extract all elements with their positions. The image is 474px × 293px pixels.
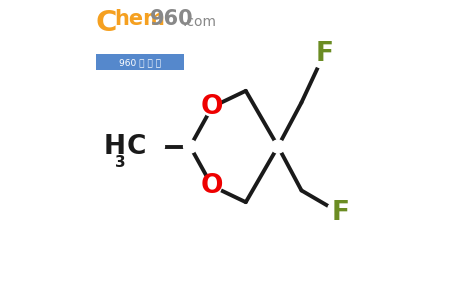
FancyBboxPatch shape: [96, 54, 183, 70]
Text: H: H: [104, 134, 126, 159]
Text: .com: .com: [182, 15, 216, 29]
Circle shape: [312, 49, 331, 68]
Circle shape: [183, 140, 197, 153]
Text: 960 化 工 网: 960 化 工 网: [118, 58, 161, 67]
Text: O: O: [201, 173, 223, 199]
Text: 960: 960: [150, 9, 193, 29]
Text: F: F: [316, 41, 334, 67]
Text: F: F: [332, 200, 350, 226]
Circle shape: [327, 202, 346, 220]
Circle shape: [272, 140, 284, 153]
Text: O: O: [201, 94, 223, 120]
Text: hem: hem: [114, 9, 165, 29]
Text: 3: 3: [115, 155, 126, 170]
Circle shape: [203, 177, 221, 195]
Text: C: C: [96, 9, 117, 37]
Circle shape: [203, 98, 221, 116]
Circle shape: [151, 140, 164, 153]
Text: C: C: [127, 134, 146, 159]
